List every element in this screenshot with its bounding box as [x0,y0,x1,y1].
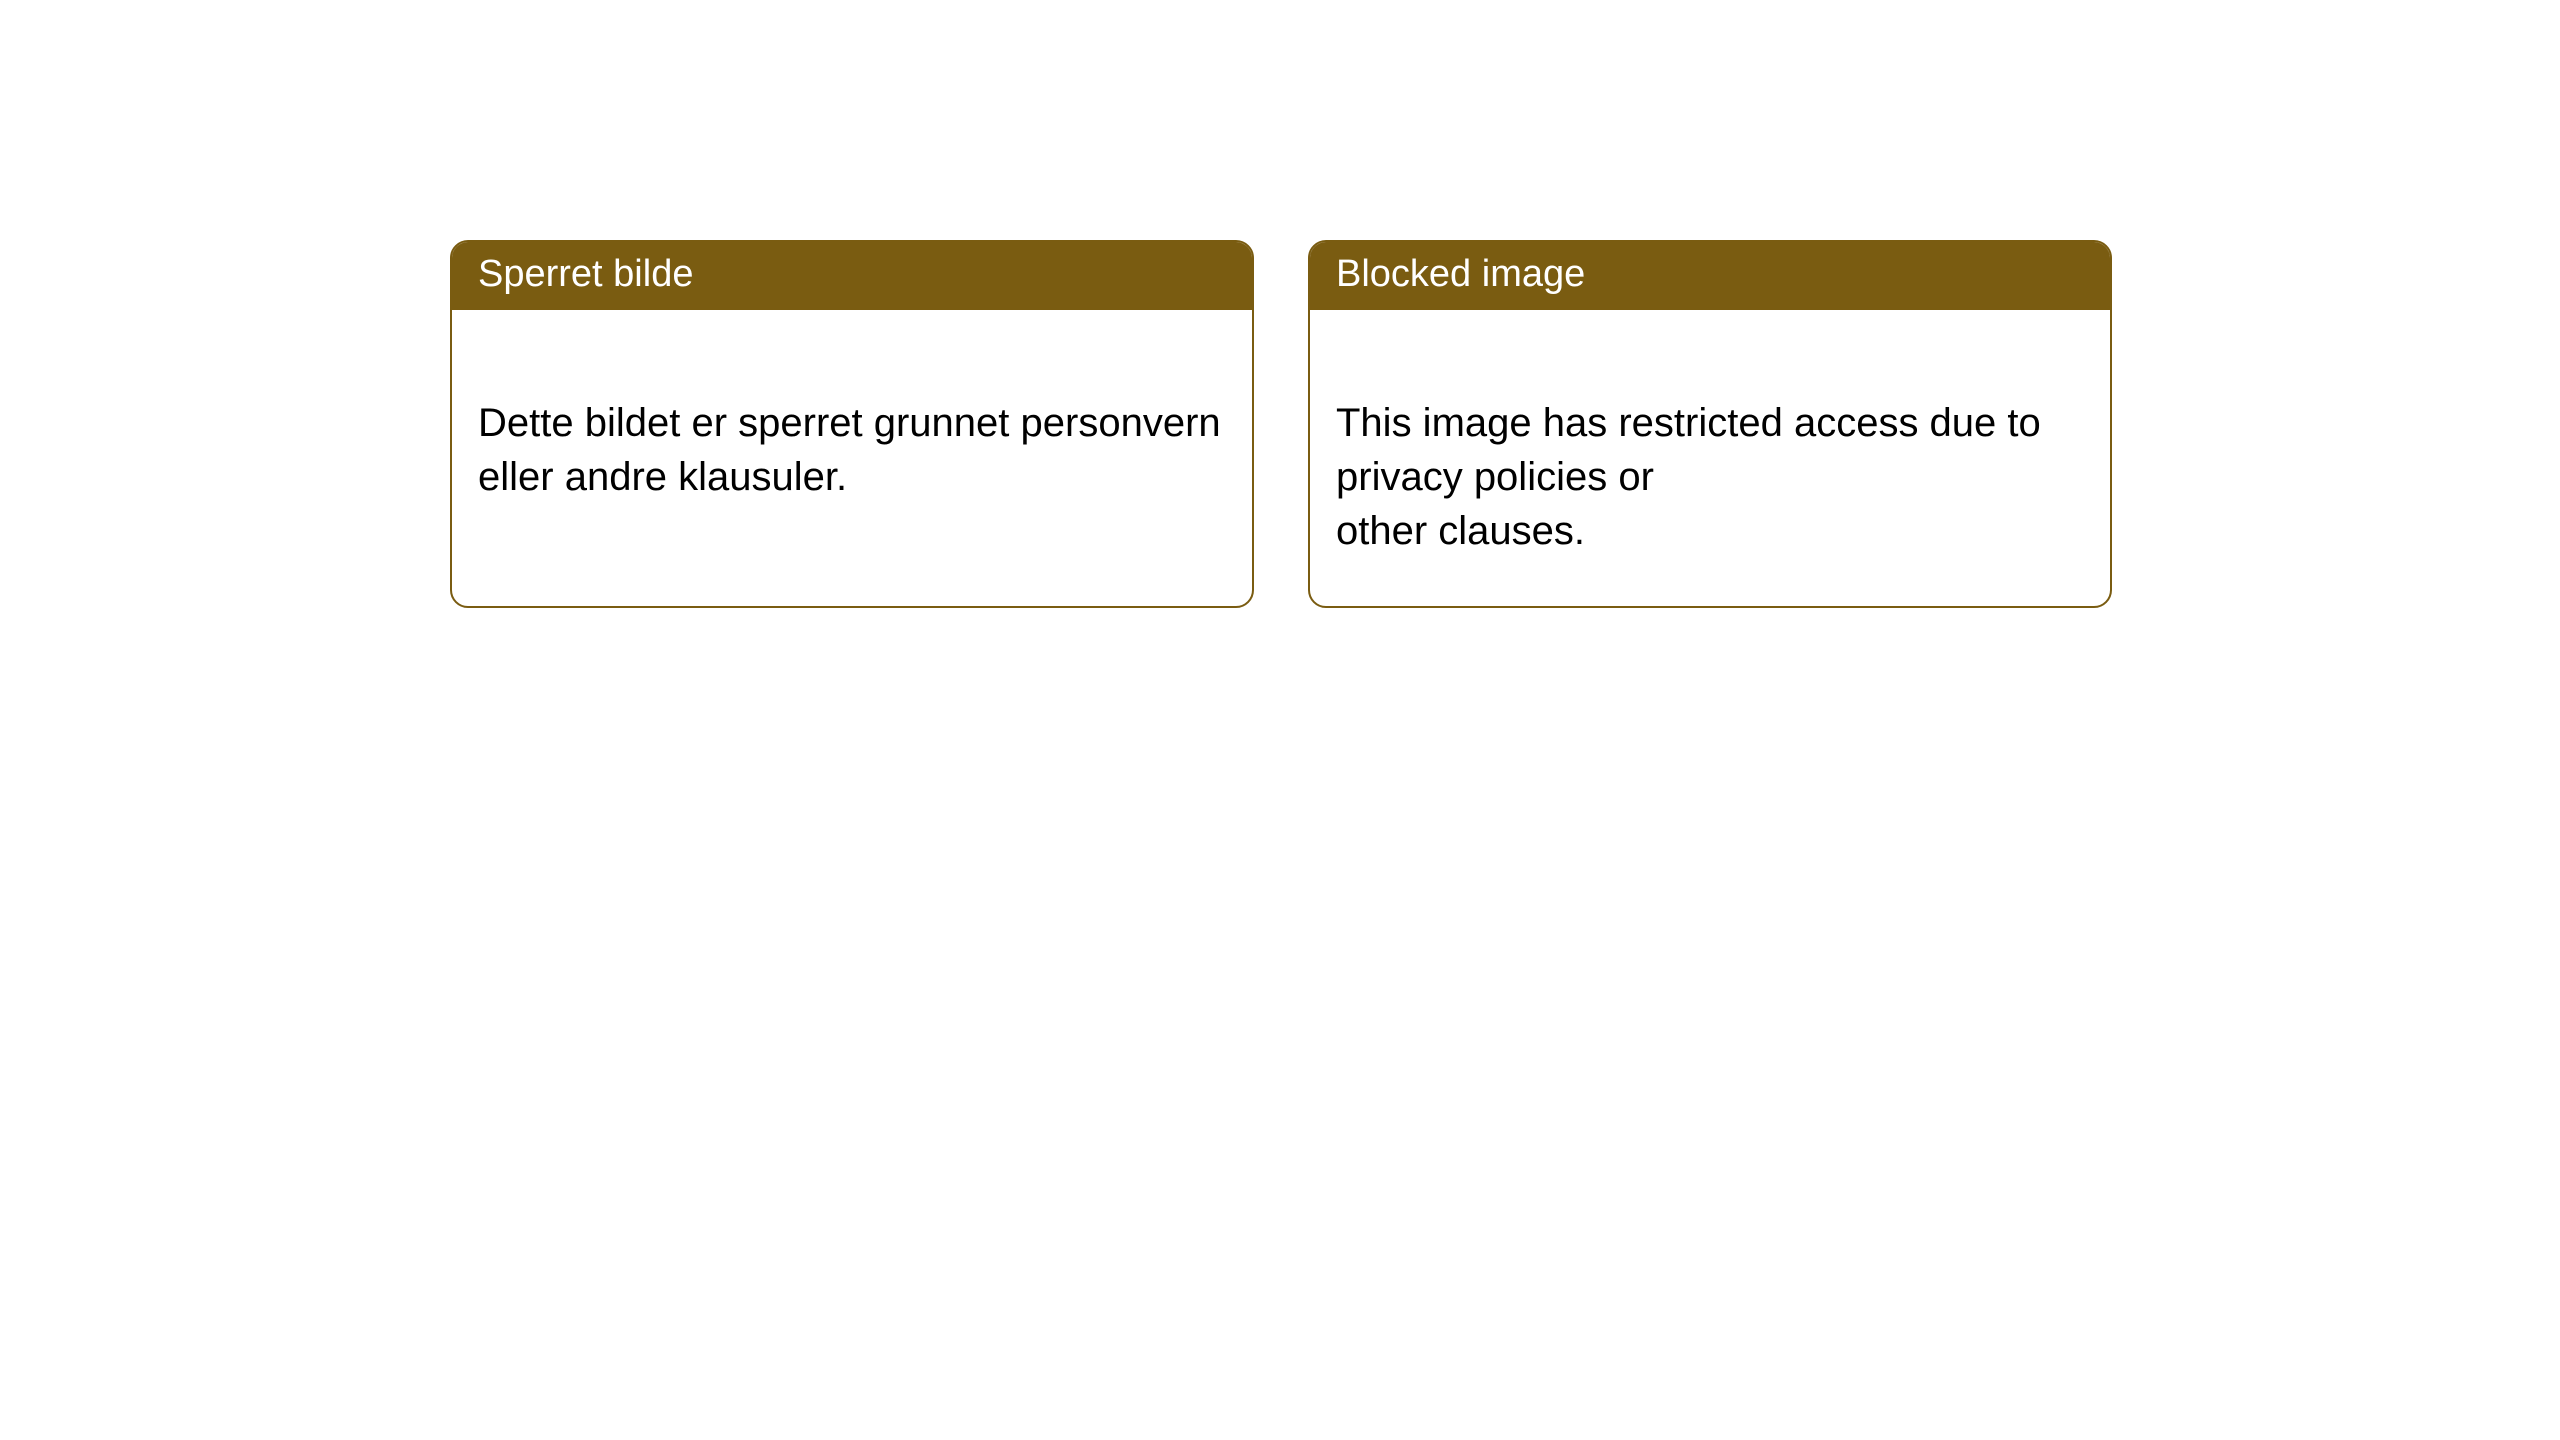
notice-header: Sperret bilde [452,242,1252,310]
notice-container: Sperret bilde Dette bildet er sperret gr… [450,240,2112,608]
notice-card-english: Blocked image This image has restricted … [1308,240,2112,608]
notice-body: Dette bildet er sperret grunnet personve… [452,310,1252,570]
notice-body: This image has restricted access due to … [1310,310,2110,606]
notice-card-norwegian: Sperret bilde Dette bildet er sperret gr… [450,240,1254,608]
notice-header: Blocked image [1310,242,2110,310]
notice-message: This image has restricted access due to … [1336,401,2041,553]
notice-title: Sperret bilde [478,253,693,295]
notice-title: Blocked image [1336,253,1585,295]
notice-message: Dette bildet er sperret grunnet personve… [478,401,1221,499]
